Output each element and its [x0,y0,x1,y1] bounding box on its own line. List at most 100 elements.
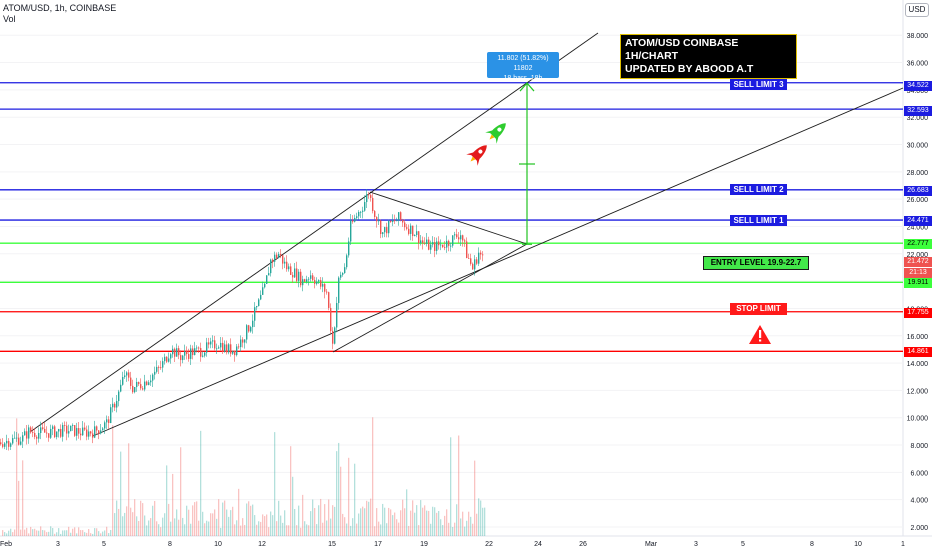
volume-bar [38,530,40,536]
candle-body [386,227,388,234]
volume-bar [330,518,332,536]
volume-bar [352,518,354,536]
candle-body [246,325,248,340]
volume-bar [96,528,98,536]
x-tick-label: Feb [0,541,12,548]
x-tick-label: 5 [102,541,106,548]
x-tick-label: 1 [901,541,905,548]
candle-body [312,275,314,281]
candle-body [254,307,256,321]
volume-bar [206,520,208,536]
candle-body [260,294,262,300]
volume-bar [102,531,104,536]
candle-body [2,444,4,447]
volume-bar [432,506,434,536]
volume-bar [282,522,284,536]
x-tick-label: 17 [374,541,382,548]
candle-body [410,225,412,234]
candle-body [350,220,352,242]
price-tag-sell1: 24.471 [904,216,932,226]
volume-bar [26,527,28,536]
volume-bar [152,505,154,536]
candle-body [430,244,432,250]
candle-body [392,220,394,223]
volume-bar [306,524,308,536]
annotation-line-1: ATOM/USD COINBASE 1H/CHART [625,37,739,62]
volume-bar [80,530,82,536]
y-tick-label: 24.000 [907,224,929,231]
price-tag-32593: 32.593 [904,106,932,116]
volume-bar [220,527,222,536]
y-tick-label: 14.000 [907,361,929,368]
candle-body [138,381,140,385]
candle-body [362,210,364,212]
candle-body [64,425,66,426]
price-tag-last: 21.472 [904,257,932,267]
volume-bar [184,524,186,536]
candle-body [472,263,474,270]
x-tick-label: 12 [258,541,266,548]
candle-body [60,428,62,437]
candle-body [440,244,442,246]
candle-body [292,274,294,278]
x-tick-label: 22 [485,541,493,548]
candle-body [4,443,6,447]
candle-body [360,211,362,213]
volume-bar [248,501,250,536]
volume-bar [310,511,312,536]
volume-bar [208,521,210,536]
candle-body [384,227,386,233]
candle-body [364,202,366,211]
candle-body [320,280,322,287]
volume-bar [238,488,240,536]
volume-bar [478,498,480,536]
volume-bar [240,525,242,536]
candle-body [36,436,38,439]
volume-bar [434,507,436,536]
candle-body [306,279,308,282]
volume-bar [262,514,264,536]
candle-body [370,195,372,198]
currency-button[interactable]: USD [905,3,929,17]
volume-bar [442,525,444,536]
volume-bar [318,505,320,536]
measure-tooltip: 11.802 (51.82%) 11802 18 bars, 18h [487,52,559,82]
volume-bar [404,508,406,536]
candle-body [282,255,284,264]
candle-body [14,437,16,439]
sell-limit-1-label: SELL LIMIT 1 [730,215,787,226]
volume-bar [316,524,318,536]
candle-body [78,428,80,434]
volume-bar [360,508,362,536]
candle-body [272,259,274,262]
volume-bar [122,516,124,536]
volume-bar [150,518,152,536]
volume-bar [66,530,68,536]
candle-body [252,320,254,328]
volume-bar [418,525,420,536]
candle-body [432,242,434,245]
volume-bar [254,515,256,536]
candle-body [376,217,378,222]
volume-bar [276,521,278,536]
volume-bar [74,527,76,536]
candle-body [156,366,158,372]
candle-body [448,240,450,246]
volume-bar [244,524,246,536]
volume-bar [20,529,22,536]
volume-bar [386,523,388,536]
candle-body [134,387,136,393]
volume-bar [130,507,132,536]
volume-bar [42,530,44,536]
volume-bar [378,521,380,536]
candle-body [114,403,116,408]
candle-body [300,271,302,286]
volume-bar [452,526,454,536]
candle-body [368,194,370,196]
warning-icon [749,325,771,344]
rocket-icon-red [466,145,487,166]
volume-bar [438,511,440,536]
candle-body [90,431,92,434]
candle-body [470,258,472,264]
